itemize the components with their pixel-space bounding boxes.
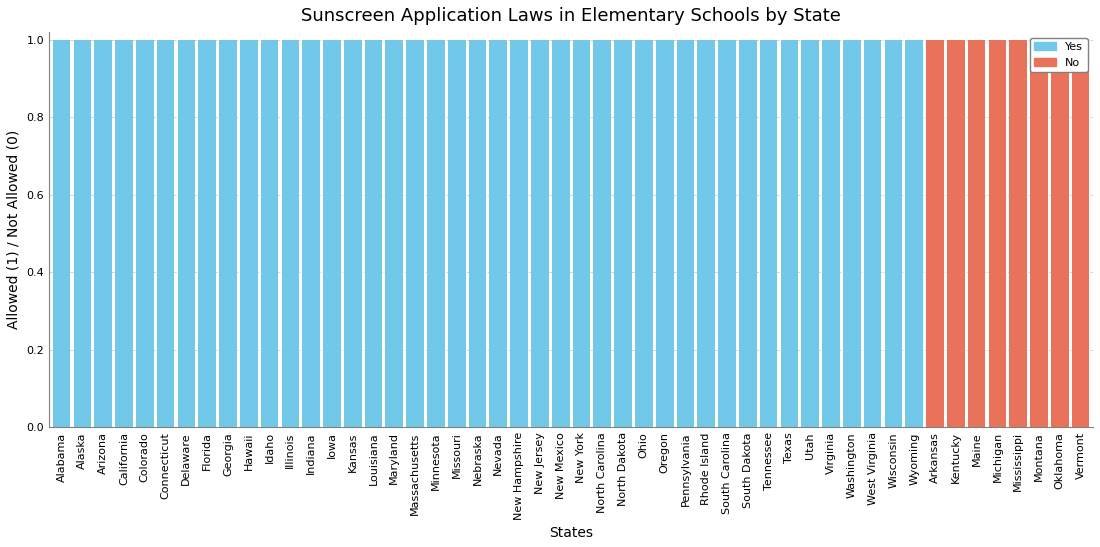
- Legend: Yes, No: Yes, No: [1030, 38, 1088, 72]
- Bar: [282, 40, 299, 427]
- Bar: [822, 40, 840, 427]
- Bar: [302, 40, 320, 427]
- Bar: [573, 40, 591, 427]
- Bar: [676, 40, 694, 427]
- Bar: [510, 40, 528, 427]
- Bar: [136, 40, 154, 427]
- Bar: [177, 40, 195, 427]
- Bar: [926, 40, 944, 427]
- Bar: [95, 40, 112, 427]
- Bar: [365, 40, 383, 427]
- Bar: [427, 40, 444, 427]
- Bar: [552, 40, 570, 427]
- Bar: [261, 40, 278, 427]
- Bar: [614, 40, 631, 427]
- Bar: [240, 40, 257, 427]
- Bar: [198, 40, 216, 427]
- Bar: [116, 40, 133, 427]
- Bar: [905, 40, 923, 427]
- Bar: [718, 40, 736, 427]
- Bar: [53, 40, 70, 427]
- Title: Sunscreen Application Laws in Elementary Schools by State: Sunscreen Application Laws in Elementary…: [301, 7, 842, 25]
- Bar: [1050, 40, 1068, 427]
- Bar: [656, 40, 673, 427]
- Bar: [968, 40, 986, 427]
- Bar: [864, 40, 881, 427]
- Bar: [635, 40, 652, 427]
- Y-axis label: Allowed (1) / Not Allowed (0): Allowed (1) / Not Allowed (0): [7, 130, 21, 329]
- Bar: [843, 40, 860, 427]
- Bar: [344, 40, 362, 427]
- Bar: [323, 40, 341, 427]
- Bar: [219, 40, 236, 427]
- Bar: [947, 40, 965, 427]
- Bar: [739, 40, 757, 427]
- Bar: [490, 40, 507, 427]
- Bar: [781, 40, 799, 427]
- Bar: [1030, 40, 1048, 427]
- Bar: [802, 40, 820, 427]
- Bar: [884, 40, 902, 427]
- Bar: [760, 40, 778, 427]
- Bar: [531, 40, 549, 427]
- Bar: [156, 40, 175, 427]
- Bar: [1071, 40, 1089, 427]
- Bar: [469, 40, 486, 427]
- Bar: [448, 40, 465, 427]
- X-axis label: States: States: [549, 526, 593, 540]
- Bar: [593, 40, 612, 427]
- Bar: [697, 40, 715, 427]
- Bar: [1010, 40, 1027, 427]
- Bar: [385, 40, 404, 427]
- Bar: [406, 40, 424, 427]
- Bar: [74, 40, 91, 427]
- Bar: [989, 40, 1006, 427]
